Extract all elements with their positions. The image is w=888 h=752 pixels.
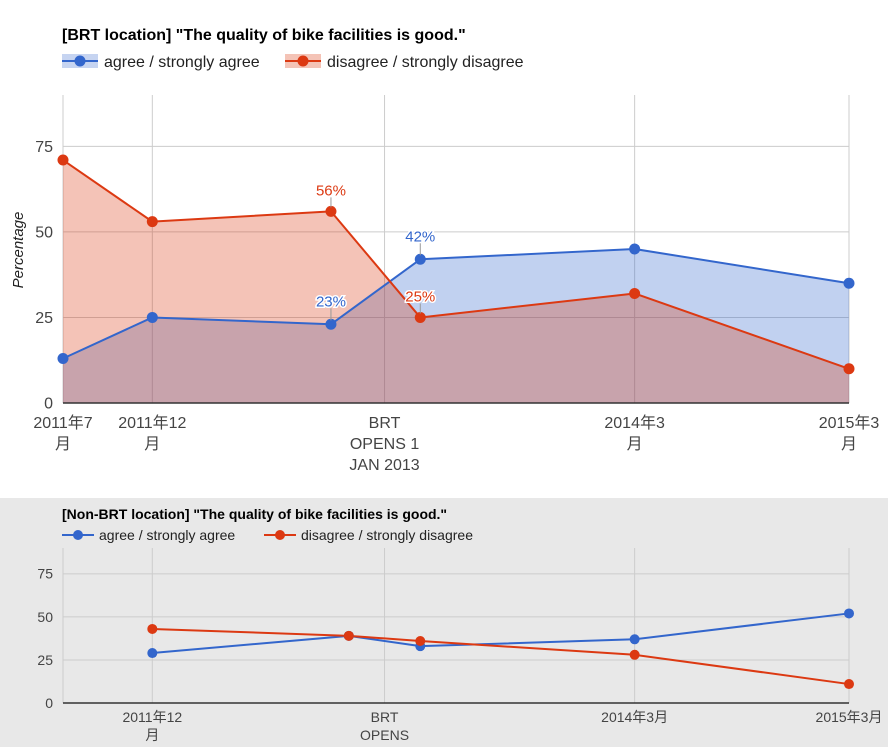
brt-x-tick-2-line-2: JAN 2013 xyxy=(349,457,419,474)
non-brt-point-agree-0[interactable] xyxy=(147,648,158,659)
brt-line-agree xyxy=(62,248,850,360)
legend-disagree-dot xyxy=(297,55,309,67)
brt-lines xyxy=(62,159,850,370)
brt-location-chart: 23% 42% 56% 25% 0 25 50 75 2011年7 月 2011年12 月 BRT OP… xyxy=(10,27,880,474)
brt-y-tick-75: 75 xyxy=(35,139,53,156)
non-brt-x-tick-3-line-0: 2015年3月 xyxy=(816,709,883,725)
non-brt-x-tick-1-line-1: OPENS xyxy=(360,727,409,743)
legend-item-disagree[interactable]: disagree / strongly disagree xyxy=(285,54,524,71)
brt-data-label-agree-2: 23% xyxy=(316,293,346,310)
non-brt-x-tick-0-line-1: 月 xyxy=(145,727,159,743)
non-brt-line-disagree xyxy=(152,627,850,686)
legend-agree-dot xyxy=(74,55,86,67)
brt-point-disagree-2[interactable] xyxy=(325,205,337,217)
legend-disagree-label: disagree / strongly disagree xyxy=(327,54,524,71)
legend-item-agree[interactable]: agree / strongly agree xyxy=(62,54,260,71)
brt-y-tick-0: 0 xyxy=(44,396,53,413)
brt-y-axis-label: Percentage xyxy=(10,212,27,289)
brt-point-disagree-4[interactable] xyxy=(629,287,641,299)
brt-chart-title: [BRT location] "The quality of bike faci… xyxy=(62,27,466,44)
brt-data-labels: 23% 42% 56% 25% xyxy=(314,181,437,321)
legend2-agree-label: agree / strongly agree xyxy=(99,527,235,543)
brt-data-label-agree-3: 42% xyxy=(405,228,435,245)
legend2-disagree-dot xyxy=(275,530,285,540)
non-brt-y-tick-25: 25 xyxy=(37,652,53,668)
brt-gridlines xyxy=(62,95,850,403)
brt-chart-svg: 23% 42% 56% 25% 0 25 50 75 2011年7 月 2011年12 月 BRT OP… xyxy=(10,27,879,474)
non-brt-y-tick-75: 75 xyxy=(37,566,53,582)
non-brt-lines xyxy=(152,612,850,686)
brt-data-label-disagree-2: 56% xyxy=(316,182,346,199)
brt-point-agree-5[interactable] xyxy=(843,277,855,289)
legend2-item-agree[interactable]: agree / strongly agree xyxy=(62,527,235,543)
brt-point-agree-2[interactable] xyxy=(325,318,337,330)
non-brt-y-tick-50: 50 xyxy=(37,609,53,625)
non-brt-point-disagree-0[interactable] xyxy=(147,623,158,634)
non-brt-x-tick-2-line-0: 2014年3月 xyxy=(601,709,668,725)
legend-agree-label: agree / strongly agree xyxy=(104,54,260,71)
brt-point-disagree-1[interactable] xyxy=(146,216,158,228)
brt-x-tick-1-line-1: 月 xyxy=(144,436,160,453)
brt-x-tick-4-line-0: 2015年3 xyxy=(819,414,880,432)
non-brt-x-tick-0-line-0: 2011年12 xyxy=(122,709,182,725)
non-brt-point-agree-4[interactable] xyxy=(844,608,854,619)
brt-point-agree-1[interactable] xyxy=(146,311,158,323)
brt-point-disagree-0[interactable] xyxy=(57,154,69,166)
non-brt-point-disagree-4[interactable] xyxy=(844,679,854,690)
brt-points xyxy=(57,154,855,375)
brt-areas xyxy=(63,160,849,403)
brt-point-agree-4[interactable] xyxy=(629,243,641,255)
non-brt-gridlines xyxy=(62,548,850,703)
brt-line-disagree xyxy=(62,159,850,370)
brt-x-tick-2-line-1: OPENS 1 xyxy=(350,436,419,453)
non-brt-point-disagree-2[interactable] xyxy=(415,636,426,646)
brt-y-tick-50: 50 xyxy=(35,224,53,241)
brt-x-tick-3-line-1: 月 xyxy=(627,436,643,453)
non-brt-location-chart: 0 25 50 75 2011年12 月 BRT OPENS 2014年3月 2015年3月 [N… xyxy=(0,498,888,747)
brt-x-tick-3-line-0: 2014年3 xyxy=(604,414,665,432)
non-brt-chart-svg: 0 25 50 75 2011年12 月 BRT OPENS 2014年3月 2015年3月 [N… xyxy=(37,506,882,743)
brt-point-disagree-5[interactable] xyxy=(843,363,855,375)
non-brt-legend: agree / strongly agree disagree / strong… xyxy=(62,527,473,543)
brt-x-tick-0-line-1: 月 xyxy=(55,436,71,453)
brt-x-tick-4-line-1: 月 xyxy=(841,436,857,453)
brt-x-tick-0-line-0: 2011年7 xyxy=(33,414,92,432)
brt-area-agree xyxy=(63,249,849,403)
brt-x-tick-2-line-0: BRT xyxy=(369,415,401,432)
brt-legend: agree / strongly agree disagree / strong… xyxy=(62,54,524,71)
brt-point-disagree-3[interactable] xyxy=(414,311,426,323)
non-brt-point-disagree-1[interactable] xyxy=(343,630,354,641)
legend2-disagree-label: disagree / strongly disagree xyxy=(301,527,473,543)
non-brt-y-tick-0: 0 xyxy=(45,695,53,711)
brt-y-tick-25: 25 xyxy=(35,310,53,327)
non-brt-point-disagree-3[interactable] xyxy=(629,649,640,660)
non-brt-axes: 0 25 50 75 2011年12 月 BRT OPENS 2014年3月 2015年3月 xyxy=(37,566,882,743)
non-brt-point-agree-3[interactable] xyxy=(629,634,640,645)
non-brt-points xyxy=(147,608,854,690)
legend2-agree-dot xyxy=(73,530,83,540)
non-brt-x-tick-1-line-0: BRT xyxy=(371,709,399,725)
non-brt-chart-title: [Non-BRT location] "The quality of bike … xyxy=(62,506,447,522)
brt-area-disagree xyxy=(63,160,849,403)
legend2-item-disagree[interactable]: disagree / strongly disagree xyxy=(264,527,473,543)
brt-axes: 0 25 50 75 2011年7 月 2011年12 月 BRT OPENS 1 JAN 2013… xyxy=(33,139,879,474)
brt-x-tick-1-line-0: 2011年12 xyxy=(118,414,186,432)
brt-point-agree-0[interactable] xyxy=(57,353,69,365)
brt-data-label-disagree-3: 25% xyxy=(405,288,435,305)
brt-point-agree-3[interactable] xyxy=(414,253,426,265)
